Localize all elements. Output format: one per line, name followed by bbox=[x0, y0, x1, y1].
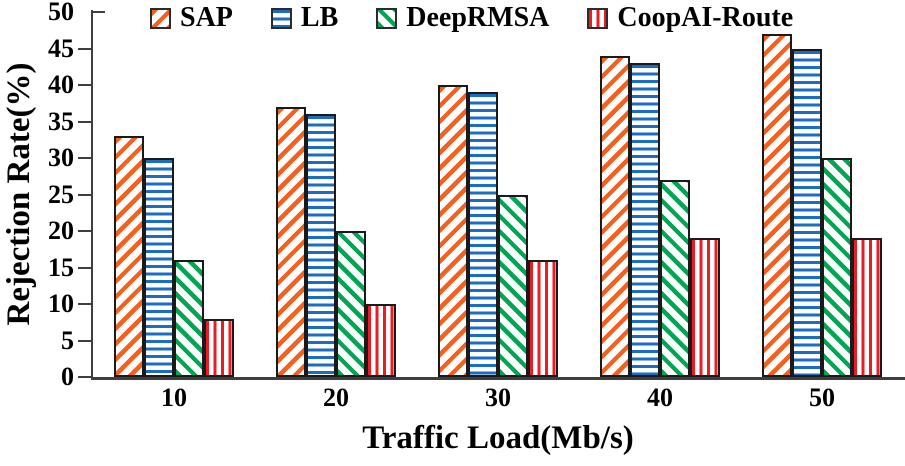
bar-coopai-route-50 bbox=[852, 238, 882, 377]
legend-label-sap: SAP bbox=[180, 2, 233, 33]
legend-swatch-coopai-route bbox=[587, 7, 609, 29]
bar-sap-20 bbox=[276, 106, 306, 377]
x-axis-line bbox=[91, 377, 905, 380]
x-tick-label-30: 30 bbox=[485, 383, 511, 412]
y-axis-top-cap bbox=[93, 11, 105, 13]
x-tick-label-10: 10 bbox=[161, 383, 187, 412]
legend-swatch-lb bbox=[270, 7, 292, 29]
y-tick-label-5: 5 bbox=[61, 325, 74, 355]
legend-swatch-deeprmsa bbox=[376, 7, 398, 29]
bar-lb-10 bbox=[144, 158, 174, 377]
bar-deeprmsa-20 bbox=[336, 231, 366, 377]
y-tick-0 bbox=[78, 376, 91, 378]
y-tick-5 bbox=[78, 339, 91, 342]
bar-deeprmsa-50 bbox=[822, 158, 852, 377]
bar-coopai-route-30 bbox=[528, 260, 558, 377]
legend-item-coopai-route: CoopAI-Route bbox=[587, 3, 793, 33]
legend-swatch-sap bbox=[150, 7, 171, 29]
bar-lb-40 bbox=[630, 63, 660, 377]
x-axis-title: Traffic Load(Mb/s) bbox=[362, 420, 634, 456]
bar-deeprmsa-40 bbox=[660, 179, 690, 377]
y-tick-30 bbox=[78, 157, 91, 159]
bar-sap-10 bbox=[114, 136, 144, 377]
y-tick-label-10: 10 bbox=[48, 289, 74, 318]
y-tick-label-0: 0 bbox=[61, 362, 74, 391]
bar-deeprmsa-30 bbox=[498, 194, 528, 377]
y-tick-label-40: 40 bbox=[48, 70, 74, 99]
bar-coopai-route-20 bbox=[366, 304, 396, 377]
y-axis-line bbox=[91, 10, 93, 379]
y-tick-20 bbox=[78, 230, 91, 232]
y-tick-10 bbox=[78, 303, 91, 305]
y-tick-40 bbox=[78, 84, 91, 86]
bar-deeprmsa-10 bbox=[174, 260, 204, 377]
y-tick-35 bbox=[78, 120, 91, 123]
y-tick-label-20: 20 bbox=[48, 216, 74, 245]
bar-sap-30 bbox=[438, 85, 468, 377]
legend-item-lb: LB bbox=[270, 2, 339, 33]
y-tick-label-45: 45 bbox=[48, 33, 74, 63]
chart-legend: SAP LB DeepRMSA CoopAI-Route bbox=[150, 3, 793, 33]
y-tick-label-35: 35 bbox=[48, 106, 74, 136]
legend-label-coopai-route: CoopAI-Route bbox=[617, 2, 794, 33]
y-tick-45 bbox=[78, 47, 91, 50]
y-tick-label-15: 15 bbox=[48, 252, 74, 282]
x-tick-label-40: 40 bbox=[647, 383, 673, 412]
bar-coopai-route-40 bbox=[690, 238, 720, 377]
y-tick-15 bbox=[78, 266, 91, 269]
legend-label-lb: LB bbox=[300, 2, 339, 33]
legend-label-deeprmsa: DeepRMSA bbox=[406, 2, 550, 33]
bar-sap-50 bbox=[762, 33, 792, 377]
y-tick-25 bbox=[78, 193, 91, 196]
y-tick-label-30: 30 bbox=[48, 143, 74, 172]
legend-item-deeprmsa: DeepRMSA bbox=[376, 3, 549, 33]
legend-item-sap: SAP bbox=[150, 3, 233, 33]
bar-sap-40 bbox=[600, 55, 630, 377]
x-tick-label-50: 50 bbox=[809, 383, 835, 412]
x-tick-label-20: 20 bbox=[323, 383, 349, 412]
y-tick-label-25: 25 bbox=[48, 179, 74, 209]
bar-lb-30 bbox=[468, 92, 498, 377]
bar-coopai-route-10 bbox=[204, 318, 234, 377]
bar-lb-20 bbox=[306, 114, 336, 377]
bar-lb-50 bbox=[792, 48, 822, 377]
y-tick-label-50: 50 bbox=[48, 0, 74, 26]
